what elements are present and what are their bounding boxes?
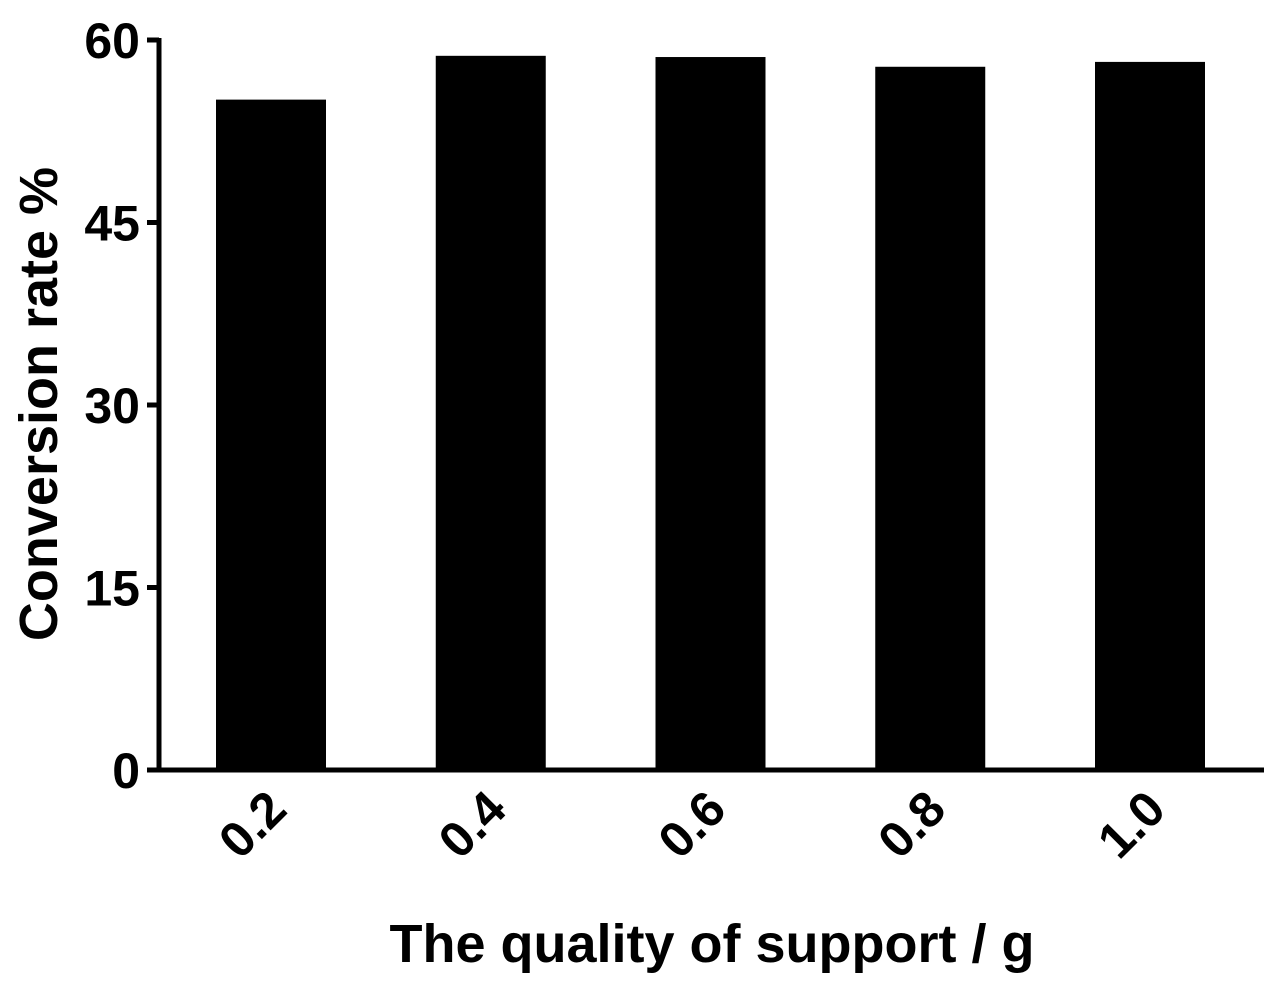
x-tick-label: 0.8 [867,780,956,869]
bar-0.4 [436,56,546,770]
y-tick-label: 15 [84,561,140,617]
y-tick-label: 0 [112,743,140,799]
x-tick-label: 1.0 [1087,780,1176,869]
y-tick-label: 45 [84,196,140,252]
x-tick-label: 0.6 [648,780,737,869]
x-tick-label: 0.4 [428,780,517,869]
y-tick-label: 30 [84,378,140,434]
bar-0.2 [216,100,326,770]
y-tick-label: 60 [84,13,140,69]
bar-0.6 [656,57,766,770]
x-tick-label: 0.2 [208,780,297,869]
x-axis-label: The quality of support / g [390,914,1035,974]
bar-0.8 [875,67,985,770]
bar-1.0 [1095,62,1205,770]
y-axis-label: Conversion rate % [9,167,69,641]
